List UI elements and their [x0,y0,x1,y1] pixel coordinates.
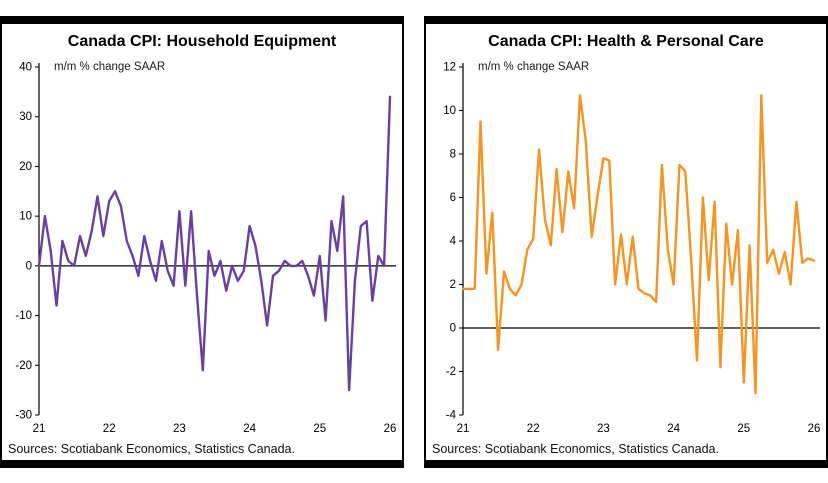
chart-title: Canada CPI: Health & Personal Care [488,33,764,50]
chart-panel-health-personal-care: Canada CPI: Health & Personal Care m/m %… [424,16,828,468]
x-tick-label: 22 [103,423,116,435]
y-tick-label: -2 [446,366,456,378]
y-tick-label: 10 [443,105,456,117]
x-tick-label: 23 [173,423,186,435]
data-series-line [461,94,816,395]
y-axis-unit-label: m/m % change SAAR [54,61,166,73]
y-tick-label: 20 [19,161,32,173]
x-tick-label: 22 [527,423,540,435]
y-tick-label: 4 [450,236,457,248]
chart-area: m/m % change SAAR 40 30 20 10 0 -10 -20 -30 21 22… [2,53,402,441]
y-tick-label: -30 [15,410,32,422]
y-tick-label: -10 [15,310,32,322]
y-tick-label: 0 [26,260,32,272]
x-tick-label: 25 [737,423,750,435]
y-tick-label: 2 [450,279,456,291]
x-tick-label: 24 [243,423,256,435]
y-tick-label: 12 [443,62,456,74]
y-axis-unit-label: m/m % change SAAR [478,61,590,73]
x-tick-label: 21 [33,423,46,435]
x-tick-label: 21 [457,423,470,435]
data-series-line [37,95,392,392]
chart-area: m/m % change SAAR 12 10 8 6 4 2 0 -2 -4 21 22 23 24 2… [426,53,826,441]
x-tick-label: 23 [597,423,610,435]
y-tick-label: 40 [19,62,32,74]
y-tick-label: 30 [19,111,32,123]
x-tick-label: 25 [313,423,326,435]
y-tick-label: 6 [450,192,456,204]
x-tick-label: 24 [667,423,680,435]
chart-panel-household-equipment: Canada CPI: Household Equipment m/m % ch… [0,16,404,468]
y-tick-label: 0 [450,323,456,335]
line-chart-health-personal-care: 12 10 8 6 4 2 0 -2 -421 22 23 24 25 26 [443,62,821,436]
x-tick-label: 26 [808,423,821,435]
y-tick-label: 10 [19,211,32,223]
source-note: Sources: Scotiabank Economics, Statistic… [432,442,719,456]
y-tick-label: -4 [446,410,457,422]
x-tick-label: 26 [384,423,397,435]
y-tick-label: -20 [15,360,32,372]
source-note: Sources: Scotiabank Economics, Statistic… [8,442,295,456]
chart-title: Canada CPI: Household Equipment [67,33,337,50]
y-tick-label: 8 [450,149,456,161]
